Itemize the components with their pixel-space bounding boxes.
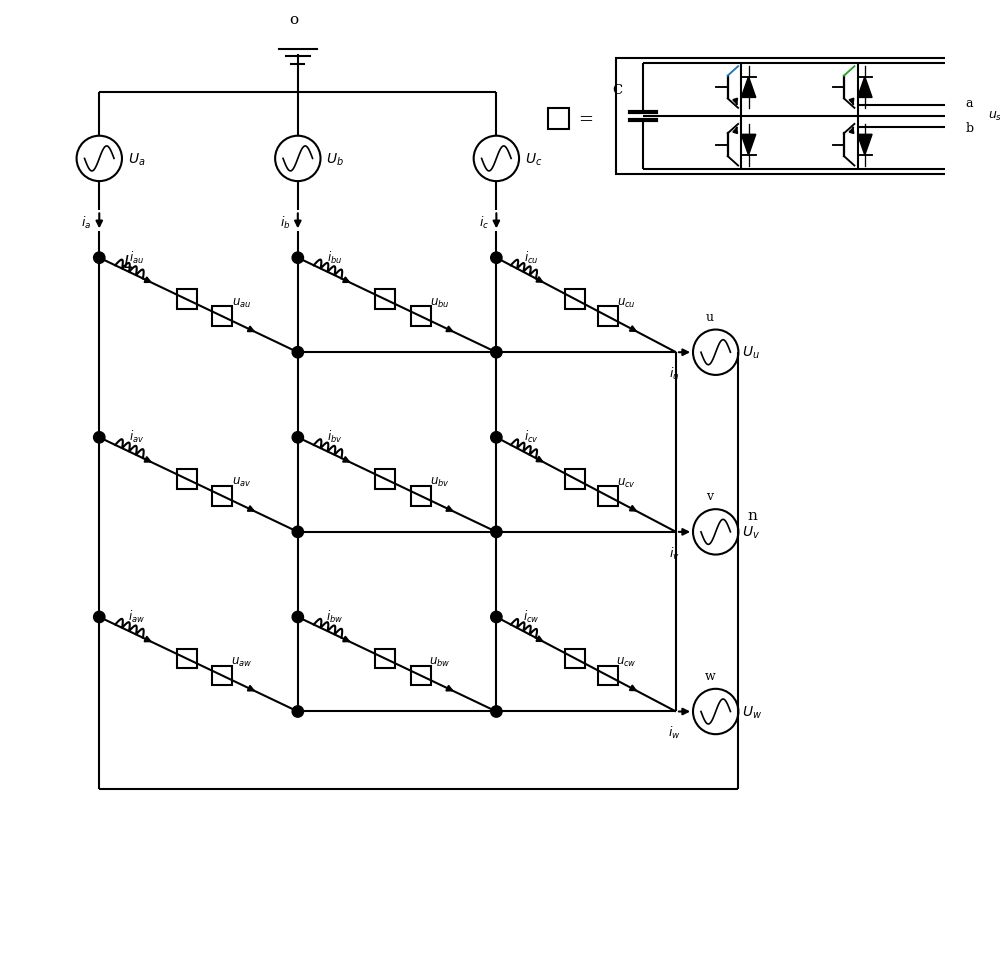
Bar: [177, 649, 197, 669]
Text: $u_{av}$: $u_{av}$: [232, 476, 251, 489]
Text: C: C: [612, 83, 622, 97]
Text: $i_{au}$: $i_{au}$: [129, 249, 144, 266]
Circle shape: [491, 706, 502, 717]
Bar: [375, 470, 395, 489]
Text: $i_w$: $i_w$: [668, 725, 680, 740]
Circle shape: [94, 253, 105, 265]
Text: $u_{bu}$: $u_{bu}$: [430, 297, 450, 309]
Text: $i_{cu}$: $i_{cu}$: [524, 249, 539, 266]
Circle shape: [491, 611, 502, 623]
Bar: [411, 486, 431, 507]
Text: $u_{cu}$: $u_{cu}$: [617, 297, 636, 310]
Bar: [565, 470, 585, 489]
Bar: [411, 307, 431, 327]
Text: $U_w$: $U_w$: [742, 703, 762, 720]
Bar: [548, 109, 569, 130]
Bar: [565, 649, 585, 669]
Bar: [375, 290, 395, 310]
Polygon shape: [741, 135, 756, 156]
Polygon shape: [741, 78, 756, 98]
Text: n: n: [748, 509, 758, 522]
Text: o: o: [289, 14, 299, 27]
Text: $u_{sm}$: $u_{sm}$: [988, 110, 1000, 123]
Bar: [565, 290, 585, 310]
Bar: [598, 666, 618, 686]
Text: $i_{bw}$: $i_{bw}$: [326, 609, 344, 624]
Circle shape: [292, 526, 303, 538]
Text: $i_{aw}$: $i_{aw}$: [128, 609, 145, 624]
Circle shape: [94, 432, 105, 444]
Circle shape: [491, 253, 502, 265]
Polygon shape: [858, 78, 872, 98]
Text: $i_{cv}$: $i_{cv}$: [524, 429, 539, 445]
Text: w: w: [705, 670, 715, 682]
Text: $u_{bw}$: $u_{bw}$: [429, 655, 450, 669]
Text: a: a: [965, 97, 973, 110]
Text: $i_{av}$: $i_{av}$: [129, 428, 144, 445]
Text: $U_a$: $U_a$: [128, 151, 145, 168]
Bar: [177, 470, 197, 489]
Bar: [375, 649, 395, 669]
Bar: [598, 307, 618, 327]
Circle shape: [491, 432, 502, 444]
Text: $U_b$: $U_b$: [326, 151, 344, 168]
Text: $i_v$: $i_v$: [669, 545, 679, 561]
Text: $U_c$: $U_c$: [525, 151, 542, 168]
Text: $u_{au}$: $u_{au}$: [232, 297, 251, 309]
Text: $i_{bu}$: $i_{bu}$: [327, 249, 343, 266]
Text: =: =: [579, 110, 594, 129]
Bar: [212, 486, 232, 507]
Bar: [212, 666, 232, 686]
Bar: [212, 307, 232, 327]
Text: $u_{cv}$: $u_{cv}$: [617, 476, 636, 489]
Text: $i_a$: $i_a$: [81, 214, 92, 231]
Text: v: v: [706, 490, 714, 503]
Circle shape: [292, 253, 303, 265]
Text: $i_c$: $i_c$: [479, 214, 489, 231]
Circle shape: [292, 611, 303, 623]
Circle shape: [94, 611, 105, 623]
Bar: [598, 486, 618, 507]
Text: $i_u$: $i_u$: [669, 365, 679, 382]
Text: $L$: $L$: [123, 255, 133, 271]
Text: $i_b$: $i_b$: [280, 214, 290, 231]
Circle shape: [292, 706, 303, 717]
Text: $i_{cw}$: $i_{cw}$: [523, 609, 539, 624]
Bar: [177, 290, 197, 310]
Bar: [616, 59, 962, 174]
Text: $U_u$: $U_u$: [742, 345, 760, 361]
Text: u: u: [706, 310, 714, 324]
Circle shape: [292, 432, 303, 444]
Circle shape: [491, 526, 502, 538]
Circle shape: [491, 347, 502, 359]
Text: $U_v$: $U_v$: [742, 524, 760, 541]
Text: $u_{bv}$: $u_{bv}$: [430, 476, 450, 489]
Polygon shape: [858, 135, 872, 156]
Circle shape: [292, 347, 303, 359]
Text: $u_{aw}$: $u_{aw}$: [231, 655, 252, 669]
Text: b: b: [965, 121, 973, 135]
Text: $u_{cw}$: $u_{cw}$: [616, 656, 637, 669]
Text: $i_{bv}$: $i_{bv}$: [327, 428, 343, 445]
Bar: [411, 666, 431, 686]
